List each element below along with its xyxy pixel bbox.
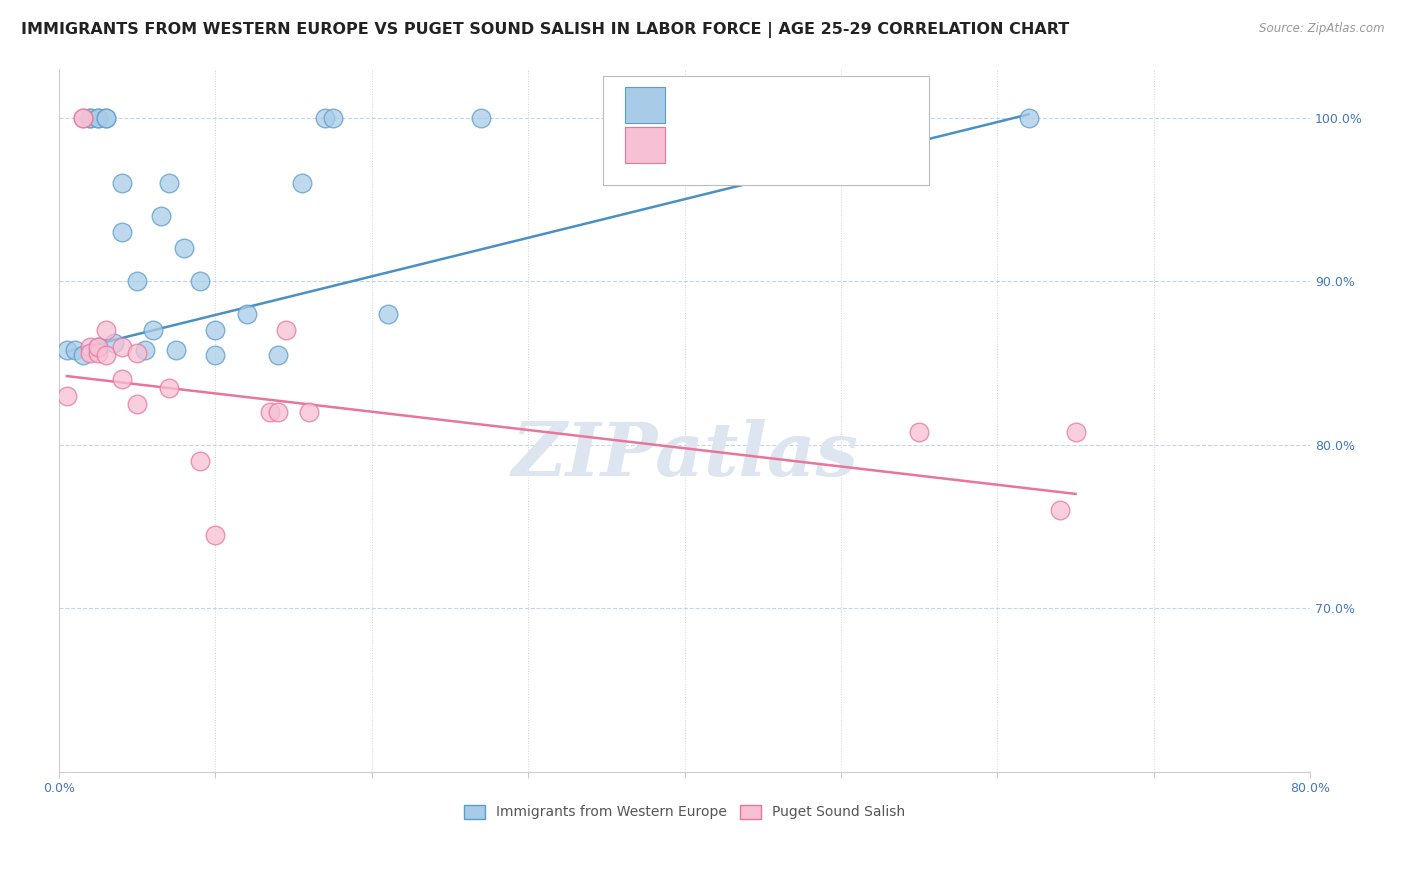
Point bbox=[111, 340, 134, 354]
Point bbox=[290, 176, 312, 190]
Point bbox=[470, 111, 492, 125]
Point bbox=[56, 343, 79, 357]
Point bbox=[259, 405, 281, 419]
Point bbox=[111, 225, 134, 239]
Point bbox=[79, 111, 101, 125]
Point bbox=[377, 307, 399, 321]
Point bbox=[72, 348, 94, 362]
Point bbox=[267, 405, 290, 419]
Point bbox=[204, 348, 226, 362]
Point bbox=[1018, 111, 1040, 125]
Point bbox=[1049, 503, 1071, 517]
Point bbox=[72, 111, 94, 125]
Text: IMMIGRANTS FROM WESTERN EUROPE VS PUGET SOUND SALISH IN LABOR FORCE | AGE 25-29 : IMMIGRANTS FROM WESTERN EUROPE VS PUGET … bbox=[21, 22, 1070, 38]
Point bbox=[274, 323, 297, 337]
Point bbox=[87, 111, 110, 125]
Point bbox=[322, 111, 344, 125]
Point bbox=[149, 209, 172, 223]
Point bbox=[72, 111, 94, 125]
Point bbox=[103, 336, 125, 351]
Point bbox=[127, 274, 149, 288]
Point bbox=[87, 346, 110, 360]
Point bbox=[157, 176, 180, 190]
Text: N = 31: N = 31 bbox=[815, 103, 879, 120]
Point bbox=[188, 454, 211, 468]
Point bbox=[87, 340, 110, 354]
Point bbox=[127, 397, 149, 411]
Text: ZIPatlas: ZIPatlas bbox=[512, 419, 858, 491]
Point bbox=[79, 111, 101, 125]
Point bbox=[298, 405, 321, 419]
Text: Source: ZipAtlas.com: Source: ZipAtlas.com bbox=[1260, 22, 1385, 36]
Point bbox=[165, 343, 187, 357]
Point bbox=[111, 372, 134, 386]
Bar bbox=[624, 87, 665, 123]
Point bbox=[87, 340, 110, 354]
Text: R = -0.118: R = -0.118 bbox=[678, 141, 776, 159]
Point bbox=[87, 111, 110, 125]
Point bbox=[267, 348, 290, 362]
Point bbox=[111, 176, 134, 190]
Legend: Immigrants from Western Europe, Puget Sound Salish: Immigrants from Western Europe, Puget So… bbox=[458, 799, 911, 825]
Point bbox=[79, 340, 101, 354]
Point bbox=[157, 380, 180, 394]
Bar bbox=[624, 127, 665, 163]
Text: R = 0.622: R = 0.622 bbox=[678, 103, 769, 120]
Text: N = 24: N = 24 bbox=[815, 141, 879, 159]
Point bbox=[236, 307, 259, 321]
Point bbox=[134, 343, 156, 357]
Point bbox=[173, 242, 195, 256]
Point bbox=[63, 343, 86, 357]
Point bbox=[94, 111, 117, 125]
Point bbox=[204, 528, 226, 542]
Point bbox=[1064, 425, 1087, 439]
Point bbox=[314, 111, 336, 125]
Point bbox=[94, 323, 117, 337]
Point bbox=[188, 274, 211, 288]
Point bbox=[908, 425, 931, 439]
Point bbox=[142, 323, 165, 337]
Point bbox=[56, 389, 79, 403]
Point bbox=[79, 346, 101, 360]
Point bbox=[94, 111, 117, 125]
FancyBboxPatch shape bbox=[603, 76, 928, 185]
Point bbox=[127, 346, 149, 360]
Point bbox=[94, 348, 117, 362]
Point bbox=[204, 323, 226, 337]
